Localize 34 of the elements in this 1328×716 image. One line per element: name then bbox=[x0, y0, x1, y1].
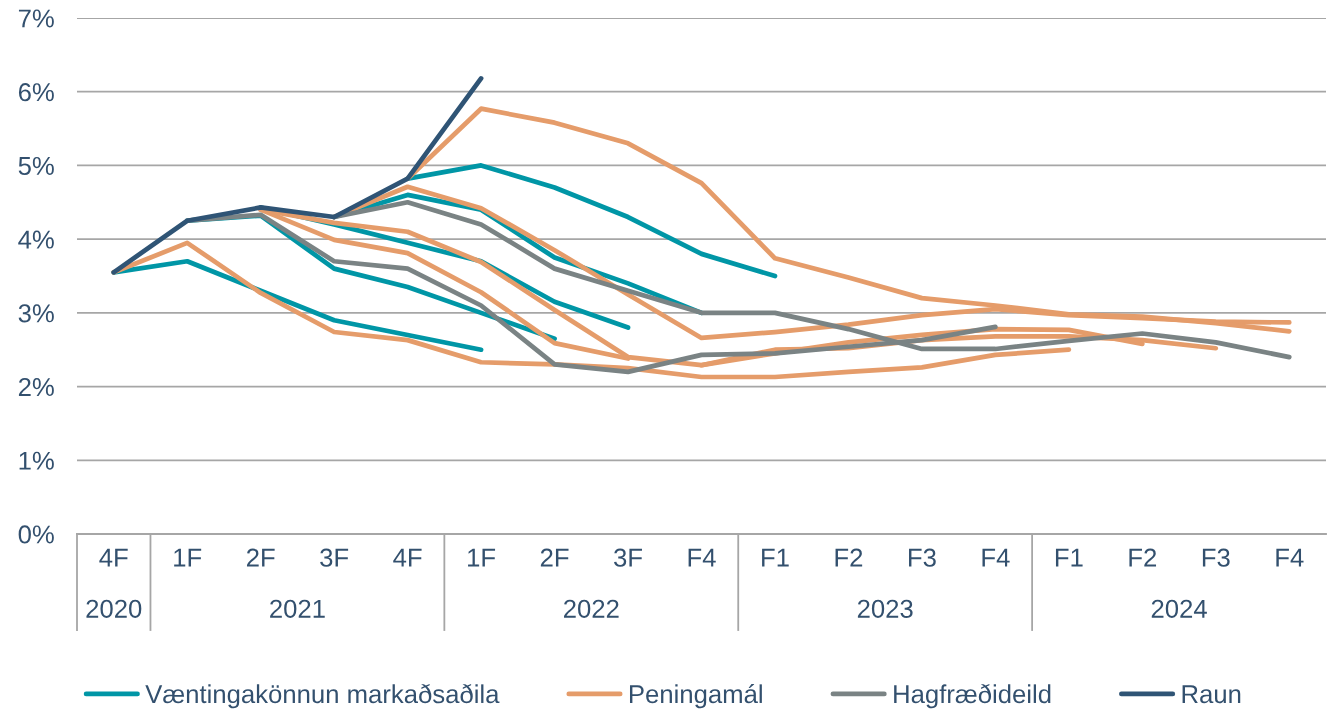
y-tick-label: 7% bbox=[18, 9, 54, 28]
x-tick-label: F4 bbox=[982, 548, 1010, 567]
y-tick-label: 6% bbox=[18, 83, 54, 102]
x-tick-label: 1F bbox=[174, 548, 202, 567]
y-tick-label: 1% bbox=[19, 451, 54, 470]
x-tick-label: F3 bbox=[909, 548, 936, 567]
y-tick-label: 0% bbox=[18, 525, 54, 544]
x-tick-label: F2 bbox=[835, 548, 863, 567]
y-tick-label: 3% bbox=[18, 304, 54, 323]
x-tick-label: 4F bbox=[393, 548, 422, 567]
legend-label: Peningamál bbox=[630, 684, 762, 709]
text: 2022 bbox=[564, 599, 619, 618]
text: 2024 bbox=[1151, 599, 1207, 618]
text: 2021 bbox=[270, 599, 325, 618]
x-tick-label: 3F bbox=[320, 548, 349, 567]
x-tick-label: 2F bbox=[540, 548, 569, 567]
x-tick-label: F1 bbox=[1055, 548, 1083, 567]
legend-label: Hagfræðideild bbox=[894, 683, 1051, 709]
x-tick-label: F1 bbox=[762, 548, 789, 567]
y-tick-label: 2% bbox=[18, 377, 54, 397]
x-tick-label: F4 bbox=[688, 548, 716, 567]
x-tick-label: F2 bbox=[1129, 548, 1157, 567]
x-tick-label: 1F bbox=[468, 548, 496, 567]
text: 2023 bbox=[857, 599, 913, 618]
y-tick-label: 4% bbox=[18, 230, 54, 249]
x-tick-label: 2F bbox=[246, 548, 275, 567]
x-tick-label: F4 bbox=[1276, 548, 1304, 567]
x-tick-label: 3F bbox=[614, 548, 642, 567]
legend-label: Væntingakönnun markaðsaðila bbox=[145, 683, 500, 709]
y-tick-label: 5% bbox=[18, 156, 54, 175]
legend-label: Raun bbox=[1182, 685, 1241, 704]
x-tick-label: F3 bbox=[1202, 548, 1230, 567]
text: 2020 bbox=[86, 599, 142, 618]
x-tick-label: 4F bbox=[99, 548, 128, 567]
